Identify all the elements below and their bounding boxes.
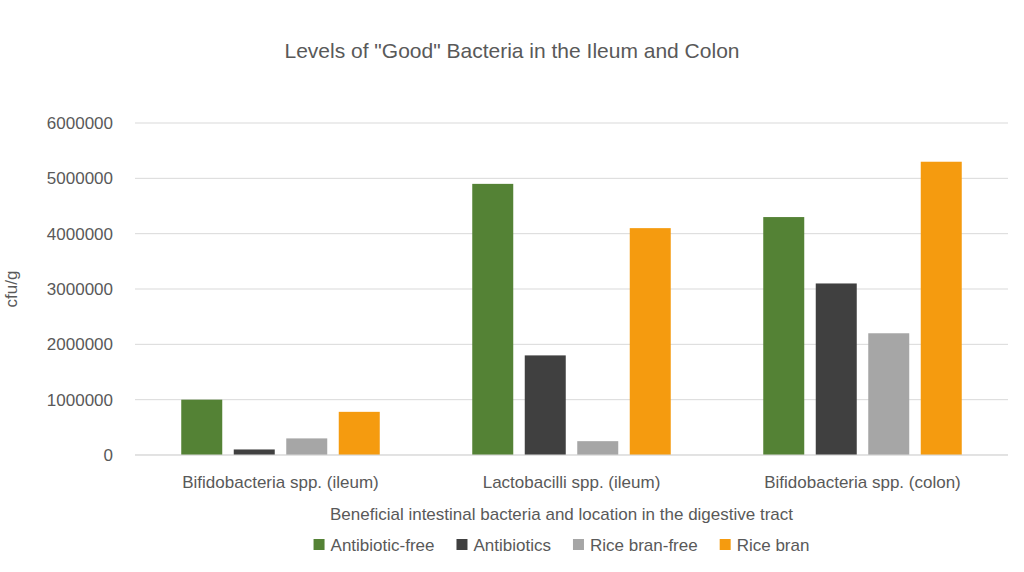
bar xyxy=(630,228,671,455)
grid-line xyxy=(135,178,1008,179)
bar xyxy=(577,441,618,455)
bar xyxy=(921,162,962,455)
grid-line xyxy=(135,233,1008,234)
y-axis-title: cfu/g xyxy=(2,271,21,308)
y-tick-label: 3000000 xyxy=(47,280,113,299)
bar xyxy=(286,438,327,455)
legend-swatch xyxy=(314,539,325,550)
x-tick-label: Bifidobacteria spp. (colon) xyxy=(764,473,961,492)
y-tick-label: 5000000 xyxy=(47,169,113,188)
legend-swatch xyxy=(573,539,584,550)
y-tick-label: 0 xyxy=(104,446,113,465)
grid-line xyxy=(135,455,1008,456)
x-axis-title: Beneficial intestinal bacteria and locat… xyxy=(330,505,793,524)
y-tick-label: 1000000 xyxy=(47,391,113,410)
bar xyxy=(339,412,380,455)
bars xyxy=(181,162,962,455)
bar xyxy=(763,217,804,455)
x-axis-line xyxy=(135,455,1008,456)
grid-line xyxy=(135,289,1008,290)
bar xyxy=(816,283,857,455)
bar xyxy=(472,184,513,455)
bar xyxy=(181,400,222,455)
bar xyxy=(234,449,275,455)
x-tick-label: Bifidobacteria spp. (ileum) xyxy=(182,473,379,492)
y-tick-label: 4000000 xyxy=(47,225,113,244)
grid-line xyxy=(135,123,1008,124)
legend-swatch xyxy=(456,539,467,550)
legend-label: Rice bran-free xyxy=(590,536,698,555)
legend-label: Antibiotics xyxy=(473,536,550,555)
y-tick-label: 6000000 xyxy=(47,114,113,133)
chart: Levels of "Good" Bacteria in the Ileum a… xyxy=(0,0,1024,572)
legend-swatch xyxy=(720,539,731,550)
legend-label: Rice bran xyxy=(737,536,810,555)
legend-label: Antibiotic-free xyxy=(331,536,435,555)
title: Levels of "Good" Bacteria in the Ileum a… xyxy=(284,39,739,62)
background xyxy=(0,0,1024,572)
legend: Antibiotic-free Antibiotics Rice bran-free… xyxy=(314,536,810,555)
y-tick-label: 2000000 xyxy=(47,335,113,354)
x-tick-label: Lactobacilli spp. (ileum) xyxy=(483,473,661,492)
bar xyxy=(868,333,909,455)
bar xyxy=(525,355,566,455)
